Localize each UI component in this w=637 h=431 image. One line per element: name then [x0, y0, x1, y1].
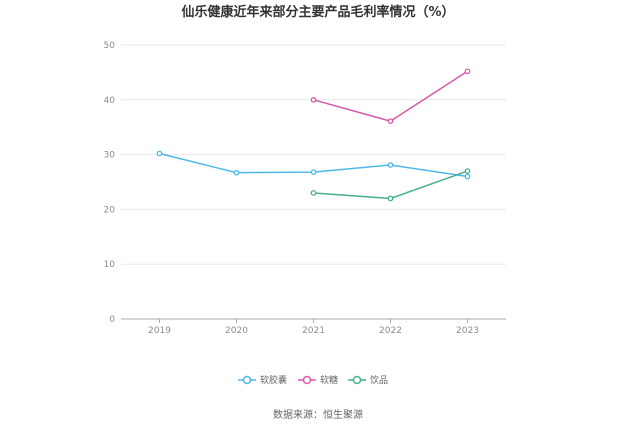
data-point	[310, 169, 317, 175]
gridlines	[121, 44, 506, 265]
data-point	[310, 96, 317, 103]
data-point	[464, 173, 471, 180]
x-tick-label: 2023	[456, 326, 479, 336]
axes: 0 10 20 30 40 50 2019 2020 2021 2022 2023	[104, 41, 506, 336]
y-tick-label: 10	[104, 260, 116, 270]
data-point	[387, 195, 394, 202]
series-line	[313, 170, 468, 200]
legend-label: 软糖	[320, 374, 338, 386]
x-tick-label: 2020	[225, 326, 248, 336]
data-point	[156, 150, 163, 157]
legend-label: 饮品	[370, 374, 388, 386]
data-point	[387, 118, 394, 125]
data-point	[464, 68, 471, 75]
legend-item-2: 软糖	[298, 374, 338, 386]
legend-marker	[302, 375, 312, 385]
legend-marker	[242, 375, 252, 385]
y-tick-label: 40	[104, 96, 116, 106]
y-tick-label: 50	[104, 41, 116, 51]
legend: 软胶囊 软糖 饮品	[238, 374, 388, 386]
chart-title: 仙乐健康近年来部分主要产品毛利率情况（%）	[181, 4, 454, 20]
series-line	[313, 70, 468, 122]
legend-item-3: 饮品	[348, 374, 388, 386]
y-tick-label: 20	[104, 205, 116, 215]
series-3	[310, 168, 471, 202]
data-point	[464, 168, 471, 174]
series-lines	[156, 68, 471, 202]
data-point	[233, 169, 240, 176]
y-tick-label: 30	[104, 151, 116, 161]
legend-marker	[352, 375, 362, 385]
data-point	[387, 162, 394, 168]
series-1	[156, 150, 471, 180]
series-2	[310, 68, 471, 125]
y-tick-label: 0	[109, 315, 115, 325]
x-tick-label: 2021	[302, 326, 325, 336]
data-point	[310, 190, 317, 196]
legend-item-1: 软胶囊	[238, 374, 287, 386]
x-tick-label: 2022	[379, 326, 402, 336]
legend-label: 软胶囊	[260, 374, 287, 386]
x-tick-label: 2019	[148, 326, 171, 336]
source-note: 数据来源：恒生聚源	[273, 408, 363, 421]
